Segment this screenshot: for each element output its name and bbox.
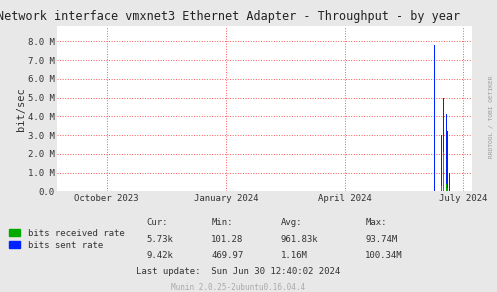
Bar — [449, 173, 450, 191]
Text: RRDTOOL / TOBI OETIKER: RRDTOOL / TOBI OETIKER — [489, 76, 494, 158]
Text: 961.83k: 961.83k — [281, 235, 319, 244]
Text: 93.74M: 93.74M — [365, 235, 398, 244]
Text: 469.97: 469.97 — [211, 251, 244, 260]
Bar — [443, 152, 444, 191]
Text: Last update:  Sun Jun 30 12:40:02 2024: Last update: Sun Jun 30 12:40:02 2024 — [137, 267, 340, 276]
Text: 101.28: 101.28 — [211, 235, 244, 244]
Text: Avg:: Avg: — [281, 218, 302, 227]
Y-axis label: bit/sec: bit/sec — [16, 87, 26, 131]
Text: 5.73k: 5.73k — [147, 235, 173, 244]
Text: 1.16M: 1.16M — [281, 251, 308, 260]
Bar — [434, 45, 435, 191]
Text: 100.34M: 100.34M — [365, 251, 403, 260]
Text: Cur:: Cur: — [147, 218, 168, 227]
Text: Min:: Min: — [211, 218, 233, 227]
Legend: bits received rate, bits sent rate: bits received rate, bits sent rate — [9, 229, 124, 250]
Bar — [441, 186, 442, 191]
Bar — [447, 131, 448, 191]
Text: Max:: Max: — [365, 218, 387, 227]
Text: Network interface vmxnet3 Ethernet Adapter - Throughput - by year: Network interface vmxnet3 Ethernet Adapt… — [0, 10, 460, 23]
Bar — [443, 98, 444, 191]
Text: Munin 2.0.25-2ubuntu0.16.04.4: Munin 2.0.25-2ubuntu0.16.04.4 — [171, 283, 306, 292]
Bar — [446, 114, 447, 191]
Bar — [446, 184, 447, 191]
Bar — [447, 188, 448, 191]
Bar — [441, 135, 442, 191]
Text: 9.42k: 9.42k — [147, 251, 173, 260]
